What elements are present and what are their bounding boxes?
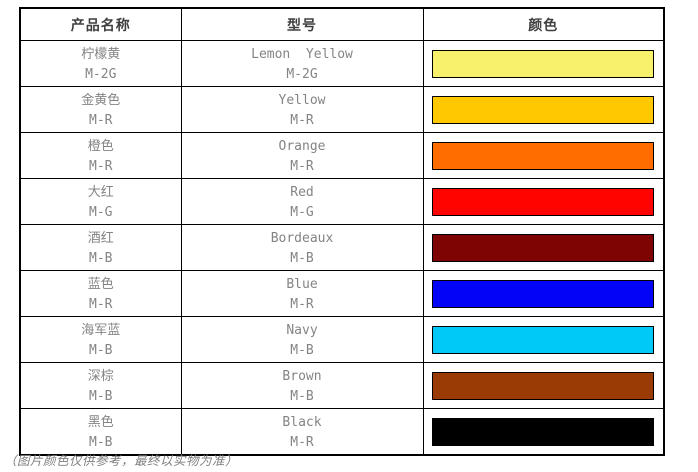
product-name-code: M-B [89,250,113,266]
product-name-cell: 深棕 M-B [19,362,182,409]
model-cell: Navy M-B [180,316,424,363]
product-name-code: M-B [89,342,113,358]
table-row: 海军蓝 M-B Navy M-B [19,316,665,363]
table-row: 酒红 M-B Bordeaux M-B [19,224,665,271]
product-color-table: 产品名称 型号 颜色 柠檬黄 M-2G Lemon Yellow M-2G 金黄… [19,7,665,456]
model-en: Brown [282,368,322,384]
product-name-cell: 海军蓝 M-B [19,316,182,363]
product-name-cell: 酒红 M-B [19,224,182,271]
product-name-code: M-R [89,112,113,128]
header-color: 颜色 [422,7,665,41]
model-code: M-R [290,158,314,174]
color-swatch [432,49,655,78]
model-cell: Brown M-B [180,362,424,409]
color-swatch [432,95,655,124]
footer-disclaimer: （图片颜色仅供参考，最终以实物为准） [4,453,239,468]
model-cell: Blue M-R [180,270,424,317]
model-en: Lemon Yellow [251,46,353,62]
product-name-code: M-B [89,434,113,450]
product-name-cell: 柠檬黄 M-2G [19,40,182,87]
color-cell [422,86,665,133]
table-row: 柠檬黄 M-2G Lemon Yellow M-2G [19,40,665,87]
model-en: Red [290,184,314,200]
model-code: M-2G [286,66,318,82]
product-name-cn: 酒红 [87,230,114,246]
product-name-cell: 蓝色 M-R [19,270,182,317]
table-row: 黑色 M-B Black M-R [19,408,665,456]
header-row: 产品名称 型号 颜色 [19,7,665,41]
product-name-cn: 柠檬黄 [81,46,121,62]
color-cell [422,178,665,225]
model-en: Blue [286,276,318,292]
product-name-cn: 蓝色 [87,276,114,292]
model-cell: Yellow M-R [180,86,424,133]
color-swatch [432,141,655,170]
model-en: Orange [278,138,326,154]
color-cell [422,408,665,456]
color-cell [422,224,665,271]
model-en: Bordeaux [270,230,334,246]
model-cell: Black M-R [180,408,424,456]
color-swatch [432,187,655,216]
model-cell: Bordeaux M-B [180,224,424,271]
model-code: M-R [290,296,314,312]
model-cell: Orange M-R [180,132,424,179]
product-name-code: M-G [89,204,113,220]
product-name-code: M-B [89,388,113,404]
product-name-cn: 金黄色 [81,92,121,108]
color-swatch [432,371,655,400]
table-row: 深棕 M-B Brown M-B [19,362,665,409]
header-model: 型号 [180,7,424,41]
model-cell: Lemon Yellow M-2G [180,40,424,87]
table-row: 橙色 M-R Orange M-R [19,132,665,179]
product-name-code: M-R [89,296,113,312]
color-cell [422,132,665,179]
model-code: M-R [290,434,314,450]
model-code: M-B [290,342,314,358]
product-name-cell: 黑色 M-B [19,408,182,456]
product-name-cell: 金黄色 M-R [19,86,182,133]
product-name-cn: 黑色 [87,414,114,430]
color-cell [422,270,665,317]
table-row: 金黄色 M-R Yellow M-R [19,86,665,133]
product-name-code: M-2G [85,66,117,82]
product-name-cn: 大红 [87,184,114,200]
color-swatch [432,233,655,262]
color-cell [422,316,665,363]
model-en: Navy [286,322,318,338]
color-cell [422,40,665,87]
product-name-cn: 海军蓝 [81,322,121,338]
product-name-cn: 深棕 [87,368,114,384]
product-name-cell: 橙色 M-R [19,132,182,179]
color-swatch [432,325,655,354]
product-name-cell: 大红 M-G [19,178,182,225]
model-code: M-G [290,204,314,220]
model-en: Black [282,414,322,430]
table-row: 蓝色 M-R Blue M-R [19,270,665,317]
model-code: M-B [290,388,314,404]
model-cell: Red M-G [180,178,424,225]
model-en: Yellow [278,92,326,108]
header-product-name: 产品名称 [19,7,182,41]
product-name-cn: 橙色 [87,138,114,154]
color-cell [422,362,665,409]
table-row: 大红 M-G Red M-G [19,178,665,225]
color-swatch [432,417,655,446]
model-code: M-B [290,250,314,266]
model-code: M-R [290,112,314,128]
color-swatch [432,279,655,308]
product-name-code: M-R [89,158,113,174]
